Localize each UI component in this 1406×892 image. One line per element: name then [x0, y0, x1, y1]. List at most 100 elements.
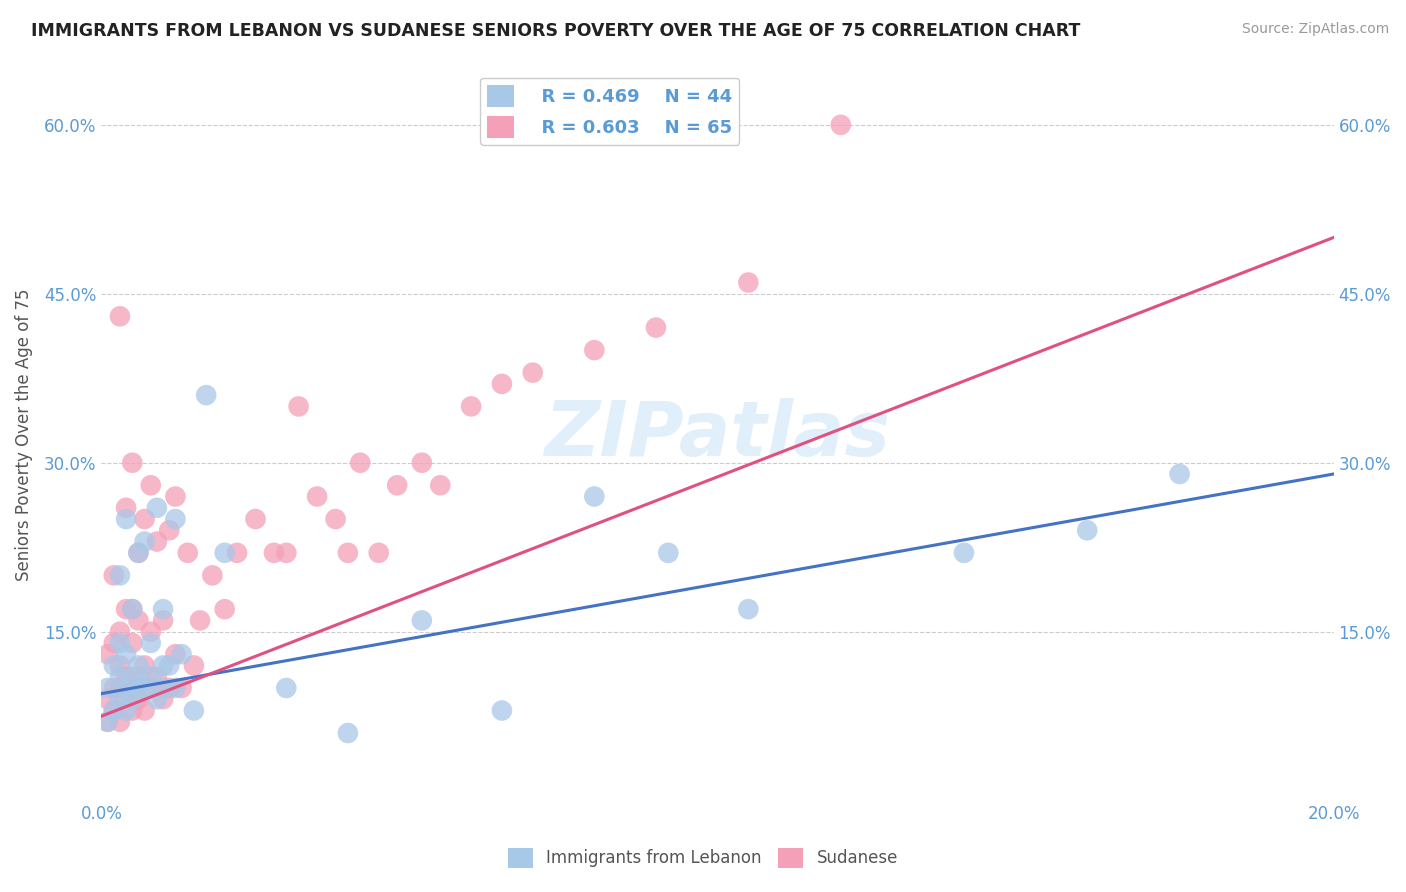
Point [583, 490, 606, 504]
Point [146, 534, 169, 549]
Point [429, 478, 451, 492]
Point [1168, 467, 1191, 481]
Point [336, 546, 359, 560]
Point [115, 512, 138, 526]
Point [737, 602, 759, 616]
Point [188, 614, 211, 628]
Point [214, 546, 236, 560]
Point [657, 546, 679, 560]
Point [165, 681, 187, 695]
Text: Source: ZipAtlas.com: Source: ZipAtlas.com [1241, 22, 1389, 37]
Point [127, 658, 149, 673]
Point [349, 456, 371, 470]
Point [108, 636, 131, 650]
Point [276, 681, 298, 695]
Point [830, 118, 852, 132]
Point [97, 647, 120, 661]
Point [152, 681, 174, 695]
Point [139, 624, 162, 639]
Point [1076, 524, 1098, 538]
Point [103, 636, 125, 650]
Point [121, 704, 143, 718]
Point [165, 512, 187, 526]
Legend:   R = 0.469    N = 44,   R = 0.603    N = 65: R = 0.469 N = 44, R = 0.603 N = 65 [481, 78, 740, 145]
Point [146, 670, 169, 684]
Point [121, 602, 143, 616]
Point [115, 602, 138, 616]
Point [108, 658, 131, 673]
Point [134, 534, 156, 549]
Point [134, 704, 156, 718]
Point [152, 614, 174, 628]
Point [97, 681, 120, 695]
Point [195, 388, 218, 402]
Point [165, 647, 187, 661]
Point [127, 546, 149, 560]
Point [127, 692, 149, 706]
Text: ZIPatlas: ZIPatlas [544, 398, 890, 472]
Point [121, 456, 143, 470]
Point [115, 500, 138, 515]
Point [953, 546, 976, 560]
Point [183, 704, 205, 718]
Point [170, 681, 193, 695]
Point [165, 490, 187, 504]
Point [183, 658, 205, 673]
Point [134, 512, 156, 526]
Point [97, 692, 120, 706]
Point [139, 636, 162, 650]
Point [170, 647, 193, 661]
Point [226, 546, 249, 560]
Point [108, 310, 131, 324]
Point [103, 704, 125, 718]
Point [108, 670, 131, 684]
Point [276, 546, 298, 560]
Point [336, 726, 359, 740]
Point [152, 658, 174, 673]
Point [108, 714, 131, 729]
Point [201, 568, 224, 582]
Point [121, 681, 143, 695]
Point [325, 512, 347, 526]
Point [115, 681, 138, 695]
Point [157, 681, 180, 695]
Point [108, 681, 131, 695]
Point [139, 478, 162, 492]
Point [134, 681, 156, 695]
Point [115, 670, 138, 684]
Point [583, 343, 606, 357]
Point [245, 512, 267, 526]
Y-axis label: Seniors Poverty Over the Age of 75: Seniors Poverty Over the Age of 75 [15, 288, 32, 581]
Point [103, 658, 125, 673]
Point [139, 670, 162, 684]
Point [522, 366, 544, 380]
Point [146, 692, 169, 706]
Point [115, 704, 138, 718]
Point [146, 500, 169, 515]
Point [307, 490, 329, 504]
Point [411, 614, 433, 628]
Point [287, 400, 309, 414]
Point [103, 568, 125, 582]
Point [115, 647, 138, 661]
Point [121, 692, 143, 706]
Point [491, 704, 513, 718]
Point [121, 602, 143, 616]
Point [121, 636, 143, 650]
Point [157, 524, 180, 538]
Point [121, 670, 143, 684]
Point [214, 602, 236, 616]
Point [103, 681, 125, 695]
Point [127, 670, 149, 684]
Point [411, 456, 433, 470]
Point [139, 681, 162, 695]
Point [127, 681, 149, 695]
Point [97, 714, 120, 729]
Point [134, 658, 156, 673]
Point [108, 624, 131, 639]
Point [367, 546, 389, 560]
Point [157, 658, 180, 673]
Point [127, 546, 149, 560]
Point [97, 714, 120, 729]
Point [177, 546, 200, 560]
